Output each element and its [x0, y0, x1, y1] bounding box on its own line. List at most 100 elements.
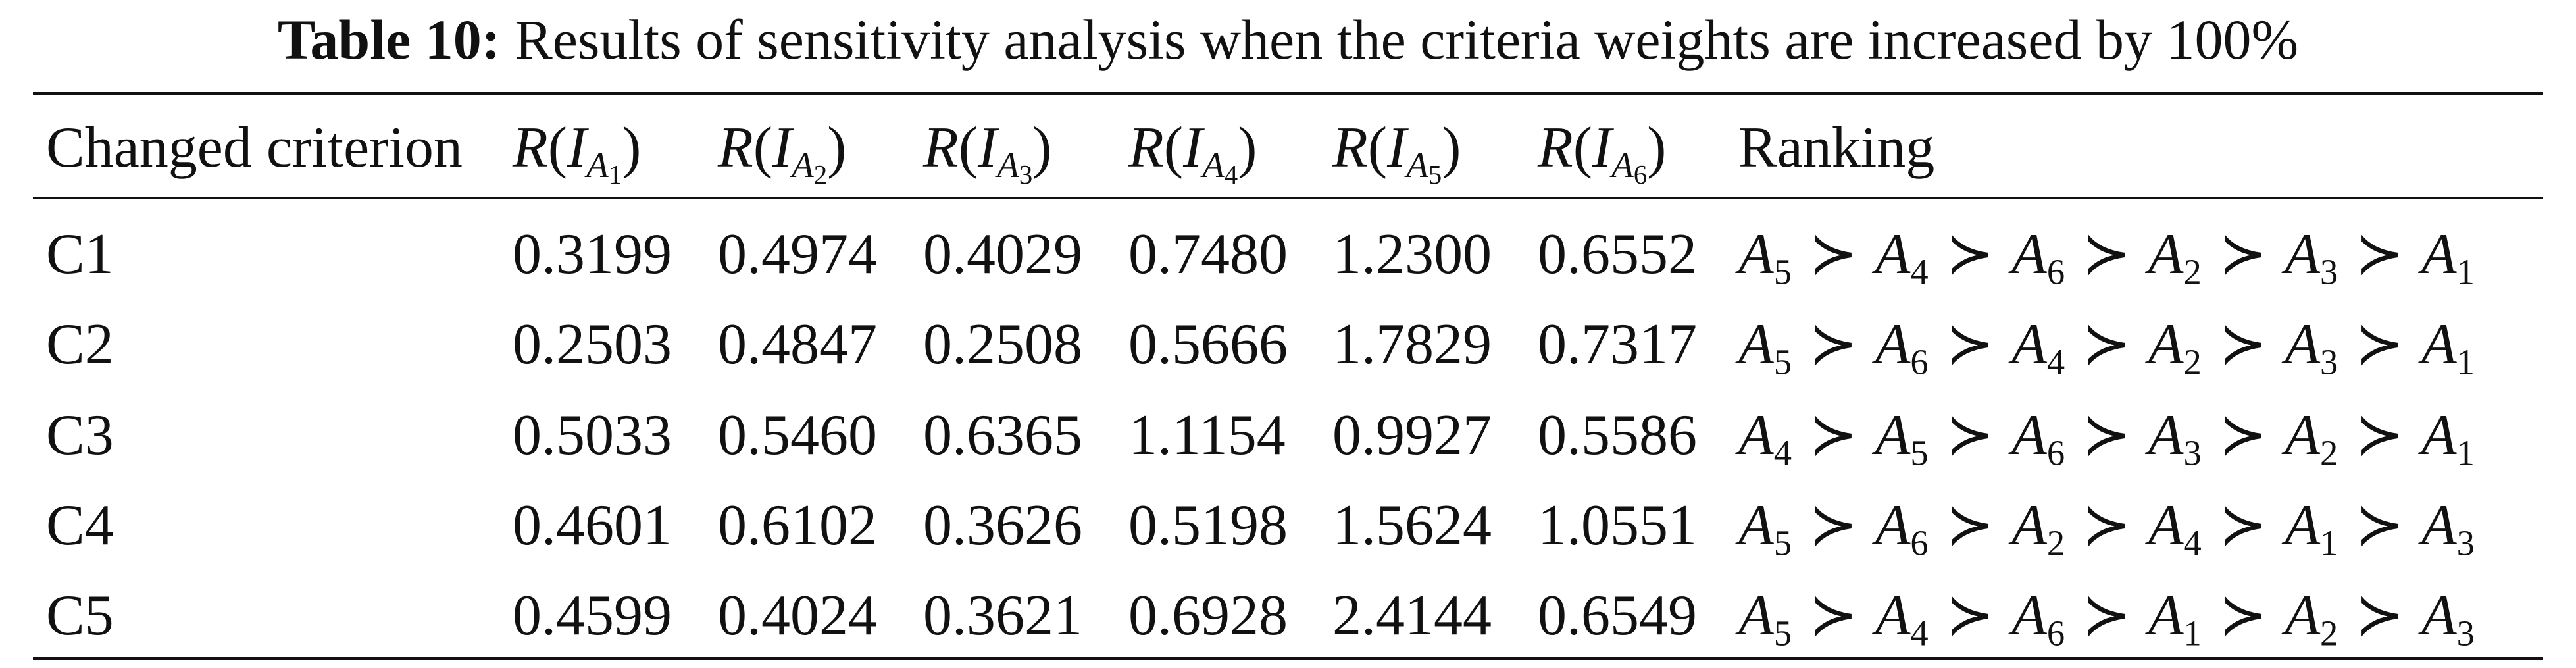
body-cell: 0.5198 — [1128, 497, 1288, 555]
body-cell: 1.1154 — [1128, 407, 1286, 465]
alternative-index: 2 — [2183, 342, 2202, 382]
subscript-index: 3 — [1019, 160, 1033, 190]
body-cell: 0.3621 — [923, 587, 1082, 645]
body-cell: 0.6102 — [718, 497, 877, 555]
score: 0.6928 — [1128, 584, 1288, 648]
body-cell: 1.0551 — [1538, 497, 1697, 555]
relation: ≻ — [2219, 584, 2267, 648]
alternative: A — [1875, 403, 1911, 467]
relation: ≻ — [2355, 222, 2404, 286]
body-cell: 0.4029 — [923, 226, 1082, 284]
paren: ( — [1367, 116, 1388, 180]
score: 0.5586 — [1538, 403, 1697, 467]
math-symbol: R — [1332, 116, 1368, 180]
relation: ≻ — [2355, 584, 2404, 648]
ranking-cell: A5 ≻ A6 ≻ A2 ≻ A4 ≻ A1 ≻ A3 — [1738, 494, 2475, 561]
relation: ≻ — [1946, 584, 1994, 648]
alternative: A — [2148, 313, 2184, 376]
math-symbol: I — [1183, 116, 1203, 180]
relation: ≻ — [1809, 584, 1858, 648]
header-cell: R(IA3) — [923, 116, 1052, 189]
math-symbol: A — [1202, 145, 1225, 186]
header-text: Ranking — [1738, 116, 1935, 180]
math-symbol: A — [997, 145, 1019, 186]
alternative: A — [2011, 222, 2047, 286]
body-cell: 0.5586 — [1538, 407, 1697, 465]
alternative-index: 1 — [2456, 342, 2475, 382]
alternative: A — [2421, 313, 2457, 376]
alternative: A — [1738, 403, 1774, 467]
alternative-index: 6 — [1910, 523, 1929, 563]
score: 1.2300 — [1332, 222, 1492, 286]
criterion: C2 — [46, 313, 114, 376]
body-cell: 0.4974 — [718, 226, 877, 284]
caption: Table 10: Results of sensitivity analysis… — [0, 7, 2576, 72]
paren: ( — [1163, 116, 1184, 180]
score: 0.6365 — [923, 403, 1082, 467]
header-cell: R(IA4) — [1128, 116, 1257, 189]
criterion: C5 — [46, 584, 114, 648]
score: 0.4974 — [718, 222, 877, 286]
relation: ≻ — [2219, 494, 2267, 557]
criterion: C4 — [46, 494, 114, 557]
alternative: A — [2148, 222, 2184, 286]
alternative-index: 5 — [1910, 432, 1929, 473]
body-cell: C5 — [46, 587, 114, 645]
header-cell: R(IA5) — [1332, 116, 1461, 189]
body-cell: 0.3626 — [923, 497, 1082, 555]
relation: ≻ — [1809, 403, 1858, 467]
paren: ( — [1573, 116, 1593, 180]
paren: ) — [1238, 116, 1257, 180]
score: 0.7480 — [1128, 222, 1288, 286]
ranking-cell: A5 ≻ A4 ≻ A6 ≻ A2 ≻ A3 ≻ A1 — [1738, 226, 2475, 290]
relation: ≻ — [2355, 494, 2404, 557]
math-symbol: I — [1387, 116, 1407, 180]
body-cell: 0.5460 — [718, 407, 877, 465]
alternative: A — [1875, 584, 1911, 648]
alternative: A — [2011, 313, 2047, 376]
relation: ≻ — [2219, 403, 2267, 467]
alternative: A — [2148, 494, 2184, 557]
subscript-index: 4 — [1224, 160, 1238, 190]
alternative: A — [2421, 494, 2457, 557]
score: 0.4599 — [513, 584, 672, 648]
subscript-index: 6 — [1633, 160, 1648, 190]
body-cell: 0.6928 — [1128, 587, 1288, 645]
relation: ≻ — [1809, 494, 1858, 557]
alternative-index: 3 — [2456, 613, 2475, 654]
alternative: A — [2148, 403, 2184, 467]
alternative-index: 6 — [2046, 432, 2065, 473]
relation: ≻ — [2219, 222, 2267, 286]
alternative: A — [2285, 222, 2321, 286]
criterion: C3 — [46, 403, 114, 467]
alternative-index: 1 — [2456, 251, 2475, 292]
subscript: A5 — [1406, 145, 1442, 189]
ranking-cell: A5 ≻ A6 ≻ A4 ≻ A2 ≻ A3 ≻ A1 — [1738, 313, 2475, 380]
alternative: A — [2285, 584, 2321, 648]
criterion: C1 — [46, 222, 114, 286]
body-cell: C1 — [46, 226, 114, 284]
body-cell: 0.6365 — [923, 407, 1082, 465]
score: 2.4144 — [1332, 584, 1492, 648]
math-symbol: R — [1538, 116, 1573, 180]
score: 0.7317 — [1538, 313, 1697, 376]
header-cell: R(IA2) — [718, 116, 847, 189]
score: 0.9927 — [1332, 403, 1492, 467]
alternative: A — [2285, 494, 2321, 557]
alternative-index: 4 — [1910, 251, 1929, 292]
subscript-index: 2 — [813, 160, 828, 190]
body-cell: 0.9927 — [1332, 407, 1492, 465]
header-cell: R(IA1) — [513, 119, 641, 189]
body-cell: C2 — [46, 316, 114, 374]
alternative: A — [2011, 494, 2047, 557]
paren: ) — [1032, 116, 1052, 180]
alternative: A — [1738, 313, 1774, 376]
paren: ) — [827, 116, 847, 180]
score: 0.6552 — [1538, 222, 1697, 286]
alternative: A — [2285, 403, 2321, 467]
alternative: A — [2011, 584, 2047, 648]
alternative-index: 4 — [2046, 342, 2065, 382]
score: 0.2503 — [513, 313, 672, 376]
header-rule — [33, 197, 2543, 199]
